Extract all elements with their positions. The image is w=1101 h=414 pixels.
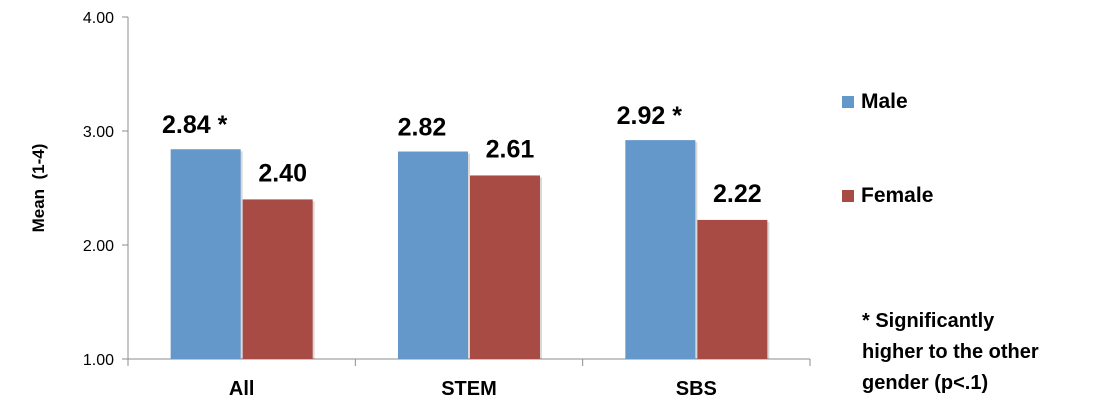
data-label: 2.84 * xyxy=(162,111,228,139)
y-tick-label: 1.00 xyxy=(83,352,114,369)
legend: Male Female xyxy=(842,90,933,207)
note-line: * Significantly xyxy=(862,310,995,332)
bar-male-sbs xyxy=(625,140,696,359)
data-labels: 2.84 * 2.40 2.82 2.61 2.92 * 2.22 xyxy=(162,102,762,208)
x-tick-label: SBS xyxy=(676,378,717,400)
legend-label-male: Male xyxy=(861,90,908,113)
axes: 1.00 2.00 3.00 4.00 Mean (1-4) All STEM SBS xyxy=(29,10,811,400)
legend-swatch-male xyxy=(842,96,854,108)
note-line: gender (p<.1) xyxy=(862,372,988,394)
bars xyxy=(170,140,770,359)
bar-female-sbs xyxy=(697,219,768,359)
x-tick-label: All xyxy=(229,378,255,400)
data-label: 2.40 xyxy=(258,159,307,187)
legend-swatch-female xyxy=(842,190,854,202)
data-label: 2.82 xyxy=(398,114,447,142)
data-label: 2.61 xyxy=(486,135,535,163)
legend-label-female: Female xyxy=(861,184,933,207)
bar-female-all xyxy=(242,199,313,359)
significance-note: * Significantly higher to the other gender… xyxy=(862,310,1039,394)
data-label: 2.22 xyxy=(713,180,762,208)
note-line: higher to the other xyxy=(862,341,1039,363)
bar-male-all xyxy=(170,149,241,359)
y-tick-label: 4.00 xyxy=(83,10,114,27)
x-tick-label: STEM xyxy=(441,378,497,400)
bar-female-stem xyxy=(470,175,540,359)
y-axis-label: Mean (1-4) xyxy=(29,144,48,233)
y-tick-label: 2.00 xyxy=(83,238,114,255)
data-label: 2.92 * xyxy=(617,102,683,130)
bar-male-stem xyxy=(398,151,468,359)
y-tick-label: 3.00 xyxy=(83,124,114,141)
